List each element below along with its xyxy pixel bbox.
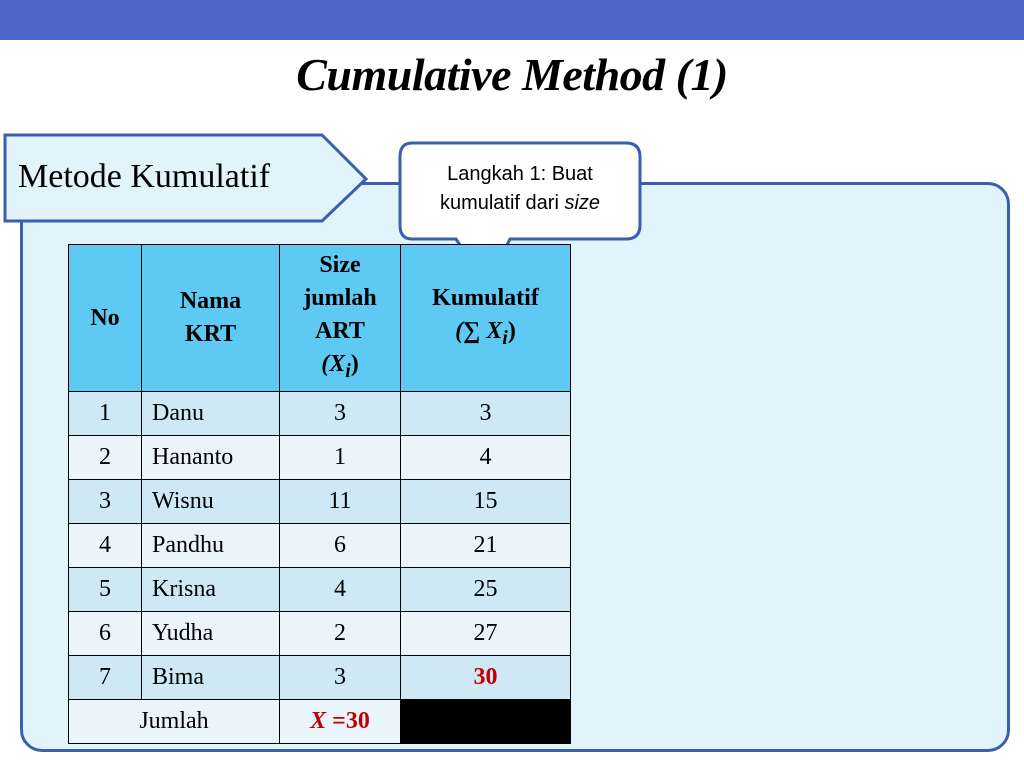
header-size-symbol: (X bbox=[321, 350, 346, 377]
header-size-close: ) bbox=[350, 350, 359, 377]
cell-no: 2 bbox=[68, 435, 142, 480]
total-blank-cell bbox=[400, 699, 571, 744]
slide-title: Cumulative Method (1) bbox=[296, 49, 728, 100]
cell-no: 1 bbox=[68, 391, 142, 436]
header-size-line-3: ART bbox=[315, 317, 365, 344]
cell-nama: Bima bbox=[141, 655, 280, 700]
header-size-line-2: jumlah bbox=[303, 284, 377, 311]
table-row: 4 Pandhu 6 21 bbox=[68, 523, 571, 568]
table-row: 6 Yudha 2 27 bbox=[68, 611, 571, 656]
header-kumulatif-symbol: (∑ X bbox=[455, 317, 503, 344]
header-kumulatif-close: ) bbox=[507, 317, 516, 344]
cell-nama: Hananto bbox=[141, 435, 280, 480]
header-nama-line-1: Nama bbox=[179, 288, 242, 314]
callout-line-2-prefix: kumulatif dari bbox=[439, 192, 565, 214]
cell-kumulatif-final: 30 bbox=[400, 655, 571, 700]
top-bar bbox=[0, 0, 1024, 40]
cell-size: 2 bbox=[279, 611, 401, 656]
cell-nama: Danu bbox=[141, 391, 280, 436]
table-row: 7 Bima 3 30 bbox=[68, 655, 571, 700]
callout-line-1: Langkah 1: Buat bbox=[447, 163, 593, 185]
table-row: 5 Krisna 4 25 bbox=[68, 567, 571, 612]
label-arrow-shape bbox=[3, 133, 369, 223]
total-number: =30 bbox=[326, 708, 370, 734]
header-size-line-1: Size bbox=[319, 251, 361, 278]
cell-size: 4 bbox=[279, 567, 401, 612]
cell-nama: Krisna bbox=[141, 567, 280, 612]
cell-no: 3 bbox=[68, 479, 142, 524]
cell-no: 7 bbox=[68, 655, 142, 700]
cell-kumulatif: 3 bbox=[400, 391, 571, 436]
table-row: 3 Wisnu 11 15 bbox=[68, 479, 571, 524]
total-symbol: X bbox=[310, 708, 327, 734]
header-kumulatif-subscript: i bbox=[502, 326, 508, 349]
callout-line-2-italic: size bbox=[564, 192, 601, 214]
cell-size: 3 bbox=[279, 391, 401, 436]
header-no: No bbox=[68, 244, 142, 392]
cell-kumulatif: 15 bbox=[400, 479, 571, 524]
cell-nama: Pandhu bbox=[141, 523, 280, 568]
header-nama-line-2: KRT bbox=[184, 321, 237, 347]
callout-line-2: kumulatif dari size bbox=[400, 189, 640, 218]
cell-kumulatif: 4 bbox=[400, 435, 571, 480]
cell-no: 5 bbox=[68, 567, 142, 612]
cell-no: 6 bbox=[68, 611, 142, 656]
header-size: Size jumlah ART (Xi) bbox=[279, 244, 401, 392]
table-header-row: No Nama KRT Size jumlah ART (Xi) Kumulat… bbox=[68, 244, 571, 392]
header-kumulatif-line-2: (∑ Xi) bbox=[401, 315, 570, 355]
callout-text: Langkah 1: Buat kumulatif dari size bbox=[400, 160, 640, 218]
header-kumulatif: Kumulatif (∑ Xi) bbox=[400, 244, 571, 392]
cell-size: 3 bbox=[279, 655, 401, 700]
cell-kumulatif: 25 bbox=[400, 567, 571, 612]
section-label: Metode Kumulatif bbox=[18, 158, 271, 195]
total-label: Jumlah bbox=[68, 699, 280, 744]
header-kumulatif-line-1: Kumulatif bbox=[432, 284, 539, 311]
cell-nama: Wisnu bbox=[141, 479, 280, 524]
header-nama-krt: Nama KRT bbox=[141, 244, 280, 392]
cell-size: 6 bbox=[279, 523, 401, 568]
cell-kumulatif: 21 bbox=[400, 523, 571, 568]
cell-kumulatif: 27 bbox=[400, 611, 571, 656]
cell-nama: Yudha bbox=[141, 611, 280, 656]
header-size-subscript: i bbox=[345, 359, 351, 382]
cell-size: 11 bbox=[279, 479, 401, 524]
cell-size: 1 bbox=[279, 435, 401, 480]
cumulative-table: No Nama KRT Size jumlah ART (Xi) Kumulat… bbox=[68, 244, 571, 744]
table-row: 2 Hananto 1 4 bbox=[68, 435, 571, 480]
header-size-line-4: (Xi) bbox=[280, 348, 400, 388]
table-total-row: Jumlah X =30 bbox=[68, 699, 571, 744]
cell-no: 4 bbox=[68, 523, 142, 568]
total-value: X =30 bbox=[279, 699, 401, 744]
table-row: 1 Danu 3 3 bbox=[68, 391, 571, 436]
